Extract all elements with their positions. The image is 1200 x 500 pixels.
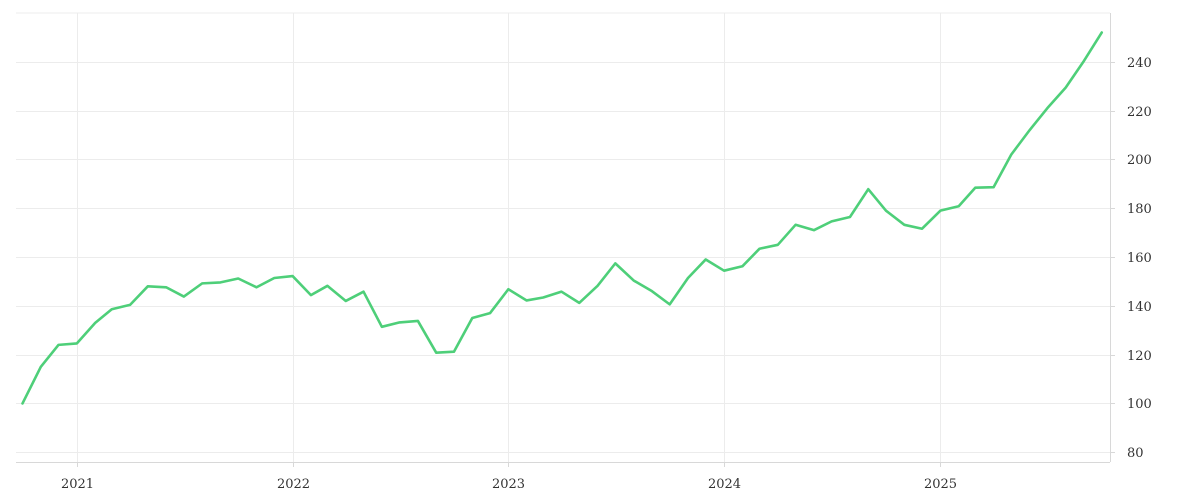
x-tick-label: 2025 [924, 477, 957, 492]
grid-layer [16, 12, 1110, 462]
y-tick-label: 80 [1127, 446, 1144, 461]
y-tick-label: 160 [1127, 251, 1152, 266]
series-layer [21, 31, 1104, 405]
axis-layer [16, 13, 1115, 467]
series-line-0 [21, 31, 1104, 405]
x-tick-label: 2023 [492, 477, 525, 492]
y-tick-label: 220 [1127, 105, 1152, 120]
y-tick-label: 100 [1127, 397, 1152, 412]
y-tick-label: 180 [1127, 202, 1152, 217]
x-tick-label: 2022 [277, 477, 310, 492]
y-tick-label: 140 [1127, 300, 1152, 315]
tick-label-layer: 80 100 120 140 160 180 200 220 240 2021 2022 2023 20… [61, 56, 1152, 492]
y-tick-label: 240 [1127, 56, 1152, 71]
x-tick-label: 2024 [708, 477, 741, 492]
x-tick-label: 2021 [61, 477, 94, 492]
y-tick-label: 200 [1127, 153, 1152, 168]
y-tick-label: 120 [1127, 349, 1152, 364]
